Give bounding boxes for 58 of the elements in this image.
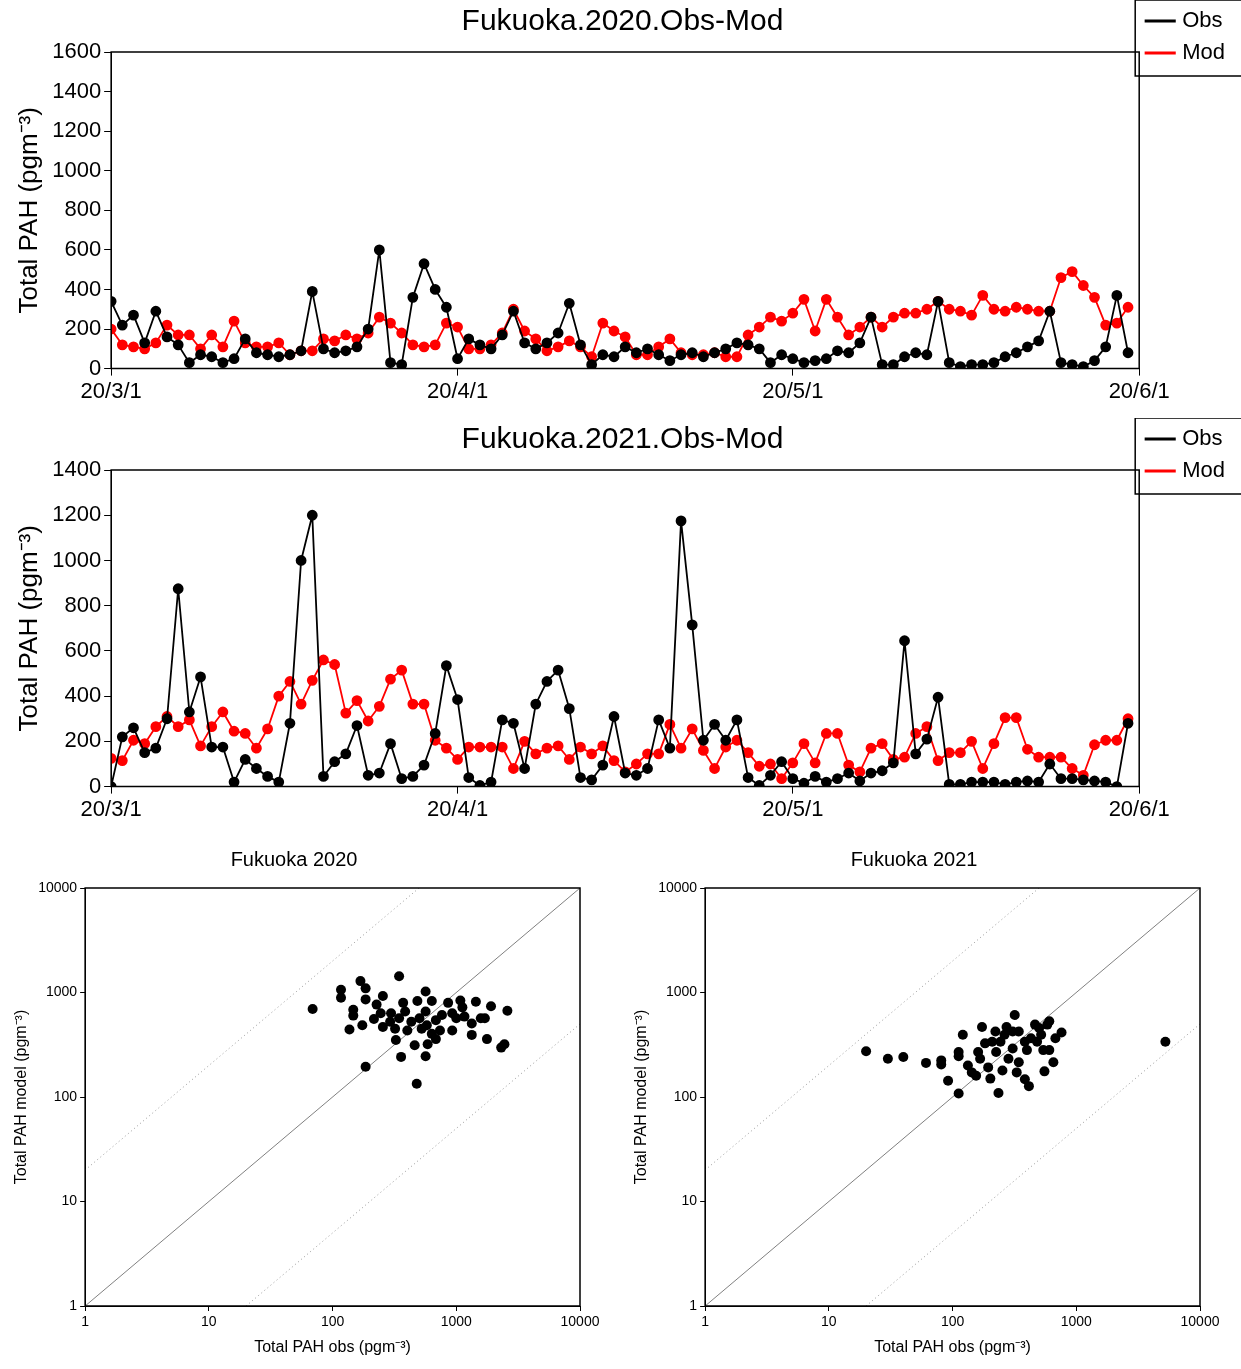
- y-tick-label: 1200: [52, 501, 102, 527]
- x-tick-label: 10000: [1180, 1313, 1220, 1330]
- x-axis-title: Total PAH obs (pgm⁻³): [254, 1337, 411, 1355]
- y-tick-label: 1: [69, 1296, 78, 1313]
- y-tick-label: 1: [689, 1296, 698, 1313]
- chart-title: Fukuoka 2021: [850, 847, 978, 870]
- y-tick-label: 1000: [665, 983, 698, 1000]
- legend-label: Mod: [1182, 39, 1225, 65]
- y-tick-label: 10000: [658, 878, 698, 895]
- y-tick-label: 10: [681, 1192, 698, 1209]
- y-tick-label: 200: [64, 727, 102, 753]
- y-tick-label: 800: [64, 591, 102, 617]
- x-tick-label: 20/6/1: [1108, 377, 1170, 403]
- y-tick-label: 1000: [45, 983, 78, 1000]
- x-tick-label: 10: [821, 1313, 837, 1330]
- chart-title: Fukuoka.2020.Obs-Mod: [461, 3, 784, 37]
- x-tick-label: 100: [940, 1313, 965, 1330]
- x-tick-label: 1000: [440, 1313, 473, 1330]
- y-tick-label: 600: [64, 636, 102, 662]
- y-tick-label: 400: [64, 682, 102, 708]
- y-tick-label: 100: [673, 1087, 698, 1104]
- y-tick-label: 0: [88, 354, 102, 380]
- y-axis-title: Total PAH (pgm⁻³): [12, 107, 43, 314]
- y-tick-label: 0: [88, 772, 102, 798]
- x-tick-label: 100: [320, 1313, 345, 1330]
- x-tick-label: 20/6/1: [1108, 795, 1170, 821]
- x-tick-label: 20/4/1: [426, 795, 489, 821]
- x-tick-label: 1000: [1060, 1313, 1093, 1330]
- legend-label: Obs: [1182, 425, 1223, 451]
- y-tick-label: 1000: [52, 546, 102, 572]
- legend-label: Obs: [1182, 7, 1223, 33]
- x-axis-title: Total PAH obs (pgm⁻³): [874, 1337, 1031, 1355]
- x-tick-label: 1: [701, 1313, 710, 1330]
- x-tick-label: 10000: [560, 1313, 600, 1330]
- y-tick-label: 200: [64, 315, 102, 341]
- y-tick-label: 10: [61, 1192, 78, 1209]
- x-tick-label: 20/3/1: [80, 795, 142, 821]
- y-axis-title: Total PAH model (pgm⁻³): [12, 1009, 30, 1185]
- y-axis-title: Total PAH (pgm⁻³): [12, 525, 43, 732]
- x-tick-label: 20/3/1: [80, 377, 142, 403]
- y-tick-label: 400: [64, 275, 102, 301]
- legend-label: Mod: [1182, 457, 1225, 483]
- y-tick-label: 800: [64, 196, 102, 222]
- x-tick-label: 20/5/1: [762, 377, 824, 403]
- chart-title: Fukuoka.2021.Obs-Mod: [461, 421, 784, 455]
- y-tick-label: 600: [64, 235, 102, 261]
- x-tick-label: 10: [201, 1313, 217, 1330]
- y-tick-label: 1400: [52, 77, 102, 103]
- y-tick-label: 1400: [52, 456, 102, 482]
- chart-title: Fukuoka 2020: [230, 847, 358, 870]
- x-tick-label: 20/4/1: [426, 377, 489, 403]
- y-tick-label: 1600: [52, 38, 102, 64]
- y-tick-label: 100: [53, 1087, 78, 1104]
- y-tick-label: 1000: [52, 156, 102, 182]
- y-tick-label: 1200: [52, 117, 102, 143]
- x-tick-label: 20/5/1: [762, 795, 824, 821]
- y-tick-label: 10000: [38, 878, 78, 895]
- y-axis-title: Total PAH model (pgm⁻³): [632, 1009, 650, 1185]
